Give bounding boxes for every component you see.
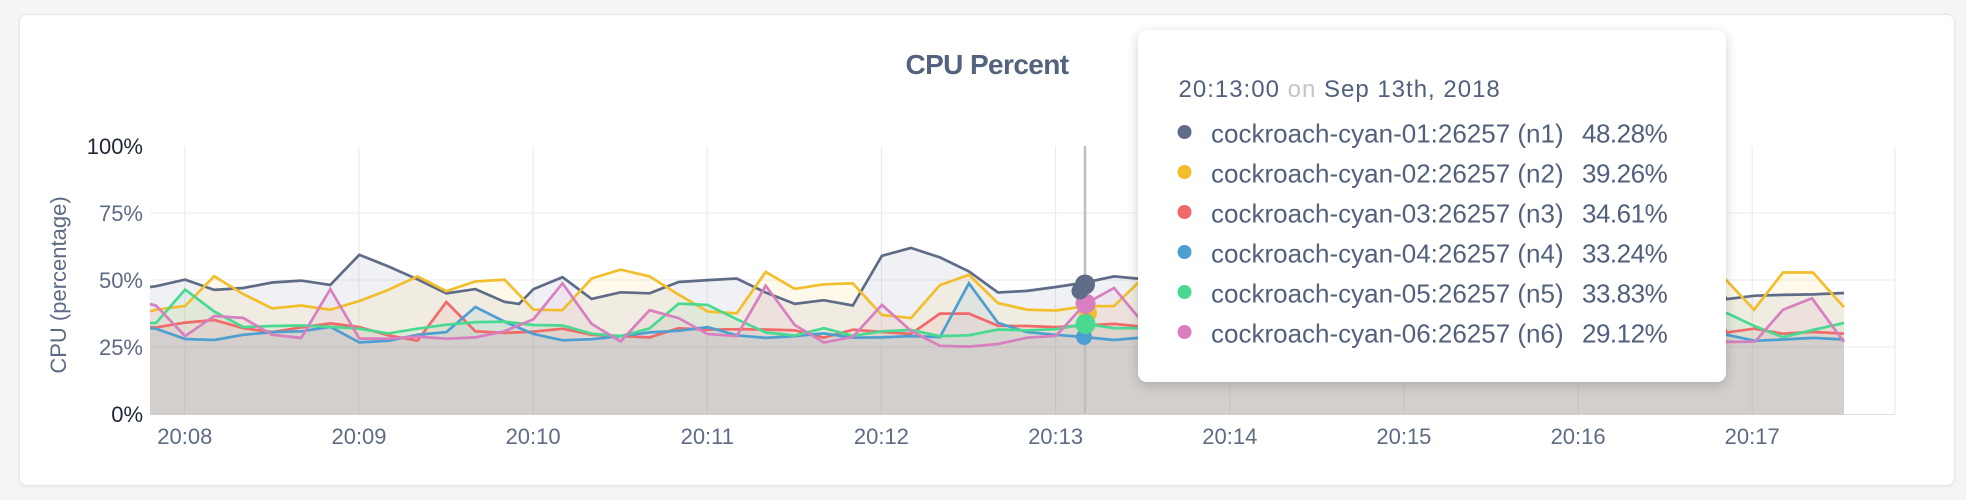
svg-text:25%: 25% xyxy=(99,335,143,360)
svg-text:20:12: 20:12 xyxy=(854,424,909,449)
svg-text:20:08: 20:08 xyxy=(157,424,212,449)
svg-text:75%: 75% xyxy=(99,201,143,226)
svg-text:20:17: 20:17 xyxy=(1725,424,1780,449)
svg-text:20:13: 20:13 xyxy=(1028,424,1083,449)
svg-text:CPU (percentage): CPU (percentage) xyxy=(46,196,71,373)
svg-text:0%: 0% xyxy=(111,402,143,427)
svg-text:20:10: 20:10 xyxy=(506,424,561,449)
svg-text:20:14: 20:14 xyxy=(1202,424,1257,449)
svg-text:50%: 50% xyxy=(99,268,143,293)
svg-text:20:15: 20:15 xyxy=(1376,424,1431,449)
svg-text:CPU Percent: CPU Percent xyxy=(905,49,1068,80)
svg-text:20:11: 20:11 xyxy=(681,424,734,449)
svg-text:100%: 100% xyxy=(87,134,143,159)
svg-text:20:09: 20:09 xyxy=(331,424,386,449)
svg-text:20:16: 20:16 xyxy=(1551,424,1606,449)
